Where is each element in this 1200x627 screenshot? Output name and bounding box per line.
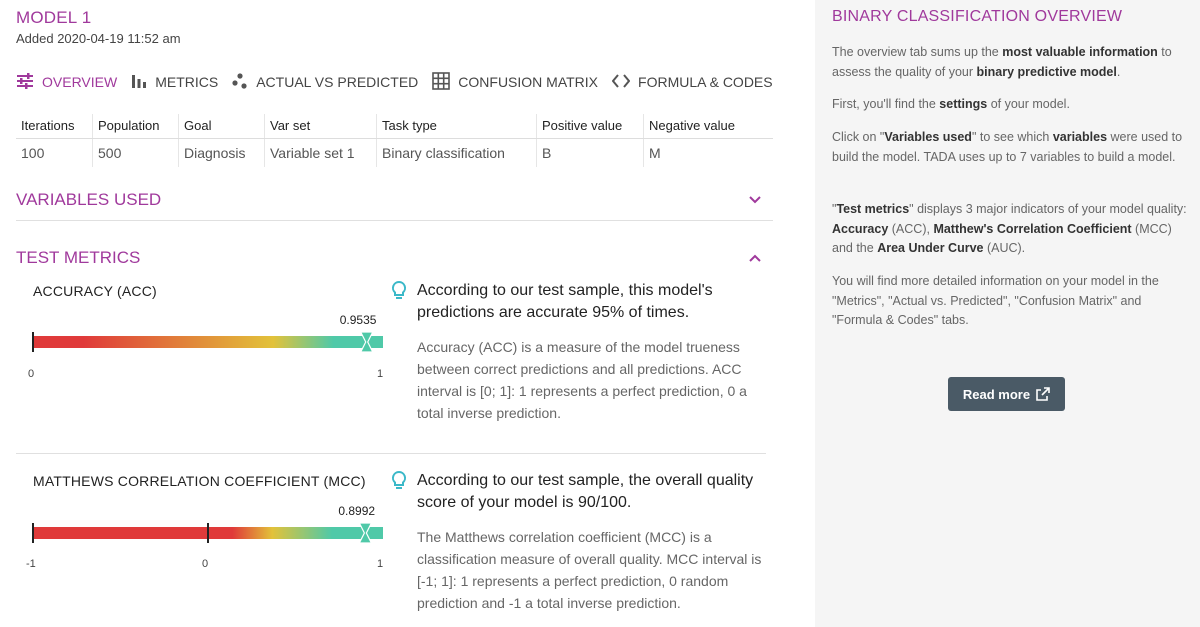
acc-max-tick: 1	[377, 368, 384, 380]
settings-table: Iterations Population Goal Var set Task …	[16, 114, 773, 167]
acc-description: Accuracy (ACC) is a measure of the model…	[417, 339, 747, 421]
tab-bar: OVERVIEW METRICS ACTUAL VS PREDICTED CON…	[16, 70, 787, 94]
column-header: Goal	[178, 114, 265, 139]
column-header: Population	[92, 114, 179, 139]
table-cell: Variable set 1	[264, 138, 377, 167]
help-paragraph: The overview tab sums up the most valuab…	[832, 45, 1172, 79]
acc-value: 0.9535	[339, 313, 377, 327]
added-date: Added 2020-04-19 11:52 am	[16, 31, 181, 46]
help-paragraph: "Test metrics" displays 3 major indicato…	[832, 202, 1187, 255]
gauge-marker	[360, 332, 374, 352]
divider	[16, 220, 773, 221]
help-title: BINARY CLASSIFICATION OVERVIEW	[832, 8, 1123, 25]
mcc-min-tick: -1	[26, 558, 36, 570]
lightbulb-icon	[391, 470, 407, 489]
tab-overview[interactable]: OVERVIEW	[16, 72, 118, 92]
help-paragraph: First, you'll find the settings of your …	[832, 97, 1070, 111]
tab-metrics[interactable]: METRICS	[131, 73, 218, 92]
gauge-remainder	[365, 527, 383, 539]
tab-label: METRICS	[155, 74, 219, 90]
external-link-icon	[1036, 387, 1050, 401]
mcc-label: MATTHEWS CORRELATION COEFFICIENT (MCC)	[33, 473, 366, 489]
column-header: Var set	[264, 114, 377, 139]
table-header-row: Iterations Population Goal Var set Task …	[16, 114, 773, 139]
tab-label: ACTUAL VS PREDICTED	[256, 74, 419, 90]
acc-gauge	[32, 332, 383, 352]
grid-icon	[432, 71, 451, 93]
mcc-description: The Matthews correlation coefficient (MC…	[417, 529, 762, 611]
bar-chart-icon	[131, 73, 147, 92]
tab-label: CONFUSION MATRIX	[458, 74, 599, 90]
section-variables-used[interactable]: VARIABLES USED	[16, 190, 162, 209]
tab-actual-vs-predicted[interactable]: ACTUAL VS PREDICTED	[232, 72, 419, 92]
gauge-remainder	[366, 336, 383, 348]
gauge-fill	[33, 336, 367, 348]
tab-confusion-matrix[interactable]: CONFUSION MATRIX	[432, 71, 599, 93]
mcc-mid-tick: 0	[202, 558, 209, 570]
table-cell: 100	[16, 138, 93, 167]
tab-formula-codes[interactable]: FORMULA & CODES	[611, 73, 773, 91]
column-header: Task type	[376, 114, 537, 139]
column-header: Iterations	[16, 114, 93, 139]
main-panel: MODEL 1 Added 2020-04-19 11:52 am OVERVI…	[16, 8, 787, 611]
gauge-marker	[358, 523, 373, 543]
table-row: 100 500 Diagnosis Variable set 1 Binary …	[16, 138, 773, 167]
table-cell: B	[536, 138, 644, 167]
tab-label: OVERVIEW	[42, 74, 118, 90]
chevron-down-icon[interactable]	[748, 195, 762, 205]
table-cell: Binary classification	[376, 138, 537, 167]
column-header: Negative value	[643, 114, 773, 139]
acc-headline: According to our test sample, this model…	[417, 282, 713, 321]
scatter-dots-icon	[232, 72, 248, 92]
mcc-gauge	[32, 523, 383, 543]
read-more-button[interactable]: Read more	[948, 377, 1065, 411]
table-cell: Diagnosis	[178, 138, 265, 167]
chevron-up-icon[interactable]	[748, 253, 762, 263]
section-test-metrics[interactable]: TEST METRICS	[16, 248, 141, 267]
help-paragraph: You will find more detailed information …	[832, 274, 1159, 327]
help-sidebar: BINARY CLASSIFICATION OVERVIEW The overv…	[815, 0, 1200, 627]
help-paragraph: Click on "Variables used" to see which v…	[832, 130, 1183, 164]
gauge-fill	[33, 527, 366, 539]
column-header: Positive value	[536, 114, 644, 139]
page-title: MODEL 1	[16, 8, 92, 27]
code-brackets-icon	[611, 73, 631, 91]
mcc-max-tick: 1	[377, 558, 384, 570]
acc-label: ACCURACY (ACC)	[33, 283, 157, 299]
mcc-headline: According to our test sample, the overal…	[417, 472, 754, 511]
tab-label: FORMULA & CODES	[638, 74, 773, 90]
acc-min-tick: 0	[28, 368, 35, 380]
sliders-icon	[16, 72, 34, 92]
read-more-label: Read more	[962, 386, 1031, 402]
table-cell: 500	[92, 138, 179, 167]
lightbulb-icon	[391, 280, 407, 299]
divider	[16, 453, 766, 454]
table-cell: M	[649, 145, 661, 161]
mcc-value: 0.8992	[338, 504, 376, 518]
